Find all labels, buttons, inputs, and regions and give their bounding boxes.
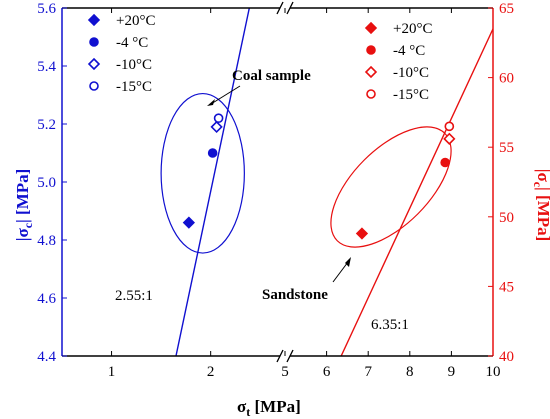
sandstone-point <box>443 132 456 145</box>
legend-marker <box>89 37 99 47</box>
legend-label: -4 °C <box>393 43 425 59</box>
y-left-tick-label: 5.4 <box>37 59 56 75</box>
y-right-tick-label: 65 <box>499 1 514 17</box>
legend-label: +20°C <box>116 13 155 29</box>
y-right-tick-label: 50 <box>499 210 514 226</box>
y-left-axis-title: |σc| [MPa] <box>13 169 35 242</box>
axis-break-mark-bottom <box>276 349 284 363</box>
legend-marker <box>366 45 376 55</box>
legend-marker <box>364 65 378 79</box>
coal-point <box>213 113 224 123</box>
sandstone-point <box>440 157 450 168</box>
y-left-tick-label: 4.8 <box>37 233 56 249</box>
legends: +20°C -4 °C -10°C -15°C +20°C -4 °C -10°C -15°C <box>87 13 432 103</box>
y-left-tick-label: 5.2 <box>37 117 56 133</box>
legend-label: -4 °C <box>116 35 148 51</box>
y-right-tick-label: 55 <box>499 140 514 156</box>
fit-lines <box>175 8 493 356</box>
coal-ratio-label: 2.55:1 <box>115 288 153 304</box>
sandstone-fit-line <box>340 28 493 356</box>
legend-marker <box>87 57 101 71</box>
x-tick-label: 7 <box>364 364 372 380</box>
sandstone-label: Sandstone <box>262 287 328 303</box>
x-tick-label: 9 <box>448 364 456 380</box>
legend-marker <box>364 21 378 35</box>
ticks: 1 2 5 6 7 8 9 10 4.4 4.6 4.8 5.0 5.2 5.4 5.6 40 45 50 55 60… <box>37 1 514 380</box>
x-tick-label: 10 <box>486 364 501 380</box>
ellipses <box>160 92 452 254</box>
coal-sample-label: Coal sample <box>232 68 311 84</box>
data-points <box>182 113 456 240</box>
sandstone-arrow <box>332 261 349 283</box>
y-right-axis-title: |σc| [MPa] <box>531 169 550 242</box>
legend-label: -15°C <box>116 79 152 95</box>
x-tick-label: 1 <box>108 364 116 380</box>
sandstone-arrowhead <box>345 257 351 267</box>
y-right-tick-label: 40 <box>499 349 514 365</box>
x-tick-label: 8 <box>406 364 414 380</box>
y-left-tick-label: 5.6 <box>37 1 56 17</box>
coal-fit-line <box>175 8 251 356</box>
legend-label: -15°C <box>393 87 429 103</box>
y-left-tick-label: 4.4 <box>37 349 56 365</box>
axes <box>61 1 494 363</box>
legend-label: +20°C <box>393 21 432 37</box>
sandstone-ratio-label: 6.35:1 <box>371 317 409 333</box>
x-tick-label: 6 <box>323 364 331 380</box>
x-axis-title: σt [MPa] <box>237 397 301 419</box>
legend-label: -10°C <box>116 57 152 73</box>
legend-marker <box>87 13 101 27</box>
sandstone-point <box>444 121 455 132</box>
legend-label: -10°C <box>393 65 429 81</box>
legend-marker <box>366 89 376 99</box>
y-left-tick-label: 5.0 <box>37 175 56 191</box>
coal-ellipse <box>160 92 245 254</box>
coal-point <box>210 120 223 134</box>
sandstone-ellipse <box>330 126 452 248</box>
y-right-tick-label: 45 <box>499 279 514 295</box>
coal-point <box>182 216 195 229</box>
axis-break-mark-top <box>286 1 294 15</box>
y-left-tick-label: 4.6 <box>37 291 56 307</box>
axis-break-mark-bottom <box>286 349 294 363</box>
axis-break-mark-top <box>276 1 284 15</box>
x-tick-label: 5 <box>281 364 289 380</box>
coal-point <box>207 148 218 158</box>
legend-marker <box>89 81 99 91</box>
sandstone-point <box>355 227 369 240</box>
x-tick-label: 2 <box>207 364 215 380</box>
y-right-tick-label: 60 <box>499 71 514 87</box>
coal-sample-arrowhead <box>207 99 215 106</box>
coal-sample-arrow <box>210 85 241 105</box>
